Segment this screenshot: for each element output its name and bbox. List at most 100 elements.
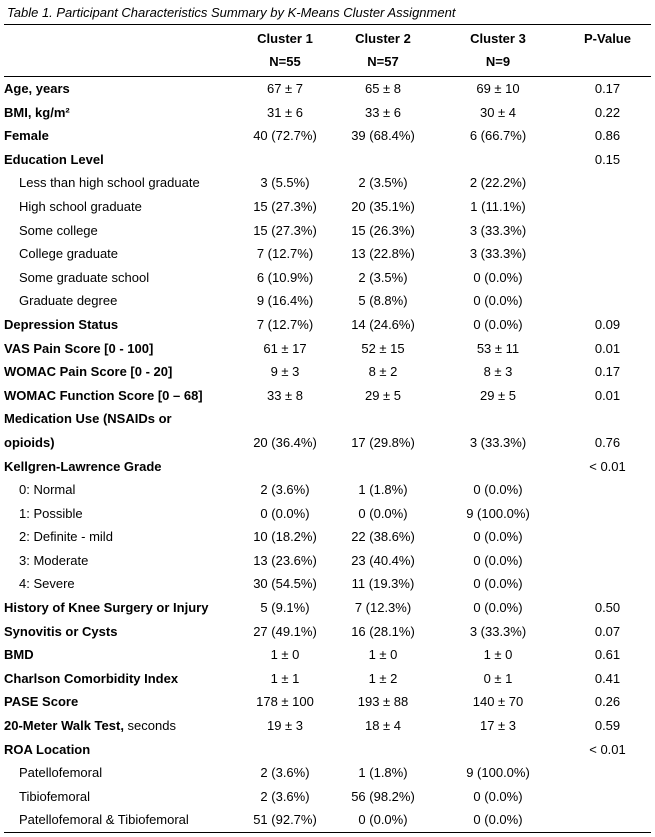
cluster-3-value-cell: 0 (0.0%): [473, 293, 523, 309]
cluster-3-value-cell: 9 (100.0%): [466, 505, 530, 521]
cluster-1-value-cell: [236, 455, 334, 479]
row-label: BMD: [4, 647, 34, 663]
cluster-1-value-cell: 10 (18.2%): [253, 529, 317, 545]
table-row: 20-Meter Walk Test, seconds 19 ± 3 18 ± 4 1…: [4, 714, 651, 738]
cluster-1-value-cell: 33 ± 8: [266, 387, 304, 403]
cluster-1-value-cell: 1 ± 1: [270, 670, 300, 686]
cluster-1-value-cell: 19 ± 3: [266, 718, 304, 734]
cluster-2-value-cell: 0 (0.0%): [358, 505, 408, 521]
cluster-2-value-cell: 52 ± 15: [361, 340, 405, 356]
p-value-cell: 0.26: [594, 694, 621, 710]
row-sublabel: Less than high school graduate: [19, 175, 200, 191]
cluster-2-value-cell: [334, 455, 432, 479]
cluster-2-value-cell: 20 (35.1%): [351, 198, 415, 214]
col-header-cluster-1: Cluster 1 N=55: [236, 24, 334, 77]
cluster-1-value-cell: 1 ± 0: [270, 647, 300, 663]
cluster-2-value-cell: 33 ± 6: [364, 104, 402, 120]
cluster-1-value-cell: [236, 738, 334, 762]
p-value-cell: < 0.01: [589, 458, 626, 474]
cluster-2-value-cell: 2 (3.5%): [358, 269, 408, 285]
cluster-3-value-cell: 3 (33.3%): [469, 222, 527, 238]
table-row: Medication Use (NSAIDs or opioids) 20 (36…: [4, 407, 651, 454]
table-row: Female 40 (72.7%) 39 (68.4%) 6 (66.7%) 0.86: [4, 124, 651, 148]
cluster-1-value-cell: 27 (49.1%): [253, 623, 317, 639]
table-row: College graduate 7 (12.7%) 13 (22.8%) 3 (33…: [4, 242, 651, 266]
participant-characteristics-table: Cluster 1 N=55 Cluster 2 N=57 Cluster 3 …: [4, 24, 651, 834]
p-value-cell: 0.17: [594, 364, 621, 380]
p-value-cell: [564, 219, 651, 243]
cluster-3-value-cell: 0 (0.0%): [473, 482, 523, 498]
table-row: Patellofemoral 2 (3.6%) 1 (1.8%) 9 (100.0%): [4, 761, 651, 785]
cluster-3-value-cell: 69 ± 10: [476, 81, 520, 96]
row-sublabel: 2: Definite - mild: [19, 529, 113, 545]
row-sublabel: Patellofemoral: [19, 765, 103, 781]
p-value-cell: [564, 785, 651, 809]
p-value-cell: [564, 195, 651, 219]
table-row: Some graduate school 6 (10.9%) 2 (3.5%) 0 (…: [4, 266, 651, 290]
table-row: Kellgren-Lawrence Grade < 0.01: [4, 455, 651, 479]
cluster-3-value-cell: 1 ± 0: [483, 647, 513, 663]
row-label: Education Level: [4, 151, 104, 167]
p-value-cell: < 0.01: [589, 741, 626, 757]
cluster-2-value-cell: 22 (38.6%): [351, 529, 415, 545]
cluster-3-value-cell: 140 ± 70: [472, 694, 524, 710]
cluster-1-value-cell: 31 ± 6: [266, 104, 304, 120]
col-header-p-value: P-Value: [564, 24, 651, 77]
table-header-row: Cluster 1 N=55 Cluster 2 N=57 Cluster 3 …: [4, 24, 651, 77]
cluster-2-value-cell: 5 (8.8%): [358, 293, 408, 309]
table-row: Synovitis or Cysts 27 (49.1%) 16 (28.1%) 3 …: [4, 620, 651, 644]
table-row: WOMAC Pain Score [0 - 20] 9 ± 3 8 ± 2 8 ± 3…: [4, 360, 651, 384]
table-row: High school graduate 15 (27.3%) 20 (35.1%)…: [4, 195, 651, 219]
cluster-3-value-cell: 0 (0.0%): [473, 552, 523, 568]
cluster-3-value-cell: 3 (33.3%): [469, 246, 527, 262]
row-label: PASE Score: [4, 694, 79, 710]
table-row: Tibiofemoral 2 (3.6%) 56 (98.2%) 0 (0.0%): [4, 785, 651, 809]
cluster-2-value-cell: 8 ± 2: [368, 364, 398, 380]
cluster-1-value-cell: 7 (12.7%): [256, 246, 314, 262]
table-row: WOMAC Function Score [0 – 68] 33 ± 8 29 ± …: [4, 384, 651, 408]
p-value-cell: [564, 478, 651, 502]
cluster-2-value-cell: 2 (3.5%): [358, 175, 408, 191]
table-row: 4: Severe 30 (54.5%) 11 (19.3%) 0 (0.0%): [4, 572, 651, 596]
cluster-2-value-cell: 193 ± 88: [357, 694, 409, 710]
cluster-1-value-cell: 9 ± 3: [270, 364, 300, 380]
cluster-3-value-cell: 3 (33.3%): [469, 623, 527, 639]
cluster-3-value-cell: 0 (0.0%): [473, 316, 523, 332]
p-value-cell: [564, 572, 651, 596]
table-row: 2: Definite - mild 10 (18.2%) 22 (38.6%) 0 …: [4, 525, 651, 549]
cluster-3-value-cell: 53 ± 11: [476, 340, 520, 356]
p-value-cell: [564, 761, 651, 785]
row-label: Medication Use (NSAIDs or opioids): [4, 411, 172, 450]
cluster-2-value-cell: 1 (1.8%): [358, 482, 408, 498]
table-row: 3: Moderate 13 (23.6%) 23 (40.4%) 0 (0.0%): [4, 549, 651, 573]
cluster-3-value-cell: [432, 738, 564, 762]
cluster-3-value-cell: 2 (22.2%): [469, 175, 527, 191]
cluster-3-value-cell: 8 ± 3: [483, 364, 513, 380]
cluster-1-value-cell: 30 (54.5%): [253, 576, 317, 592]
cluster-3-value-cell: 0 (0.0%): [473, 576, 523, 592]
cluster-3-value-cell: 0 (0.0%): [473, 600, 523, 616]
table-row: ROA Location < 0.01: [4, 738, 651, 762]
p-value-cell: [564, 525, 651, 549]
row-sublabel: College graduate: [19, 246, 119, 262]
cluster-3-value-cell: 0 (0.0%): [473, 529, 523, 545]
cluster-2-value-cell: 56 (98.2%): [351, 788, 415, 804]
row-label: VAS Pain Score [0 - 100]: [4, 340, 154, 356]
table-caption: Table 1. Participant Characteristics Sum…: [7, 5, 456, 20]
table-row: VAS Pain Score [0 - 100] 61 ± 17 52 ± 15 53…: [4, 337, 651, 361]
row-label: Kellgren-Lawrence Grade: [4, 458, 162, 474]
cluster-1-value-cell: 61 ± 17: [263, 340, 307, 356]
cluster-1-value-cell: 20 (36.4%): [253, 434, 317, 450]
row-sublabel: 3: Moderate: [19, 552, 89, 568]
table-row: Some college 15 (27.3%) 15 (26.3%) 3 (33.3%…: [4, 219, 651, 243]
table-row: BMD 1 ± 0 1 ± 0 1 ± 0 0.61: [4, 643, 651, 667]
p-value-cell: 0.15: [594, 151, 621, 167]
cluster-2-value-cell: 29 ± 5: [364, 387, 402, 403]
p-value-cell: 0.01: [594, 340, 621, 356]
cluster-2-value-cell: 16 (28.1%): [351, 623, 415, 639]
cluster-1-value-cell: 5 (9.1%): [260, 600, 310, 616]
row-sublabel: 4: Severe: [19, 576, 75, 592]
p-value-cell: 0.22: [594, 104, 621, 120]
cluster-2-value-cell: 18 ± 4: [364, 718, 402, 734]
p-value-cell: 0.01: [594, 387, 621, 403]
